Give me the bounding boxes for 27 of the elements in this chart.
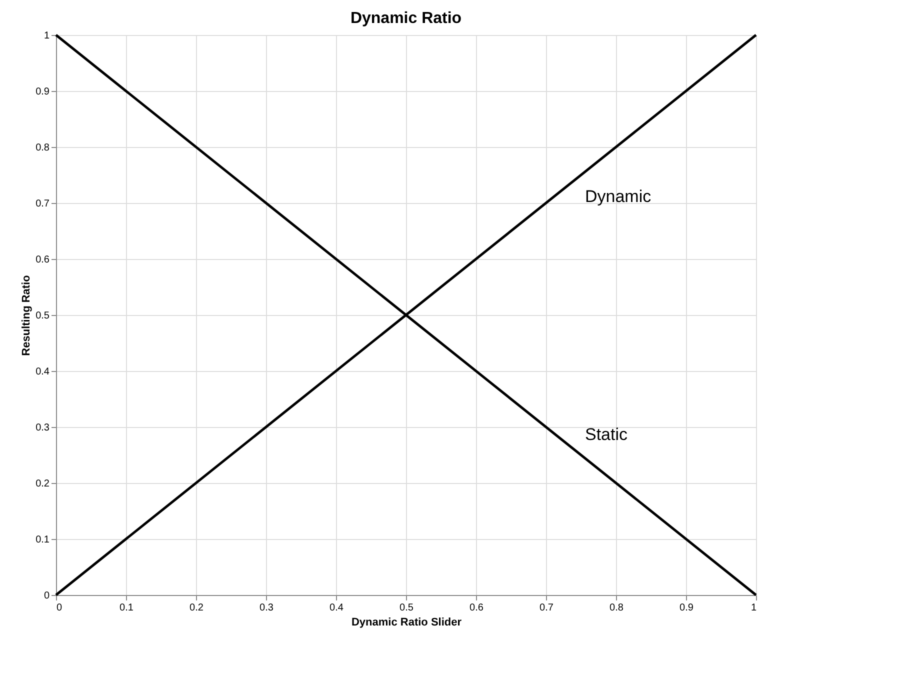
series-label: Dynamic	[585, 187, 652, 206]
x-axis-title: Dynamic Ratio Slider	[351, 616, 462, 628]
y-tick-label: 0.2	[36, 478, 50, 490]
x-tick-label: 0.6	[470, 602, 484, 614]
y-tick-label: 0.1	[36, 534, 50, 546]
y-tick-label: 1	[44, 30, 50, 42]
y-tick-label: 0.5	[36, 310, 50, 322]
x-tick-label: 0.9	[680, 602, 694, 614]
y-tick-label: 0	[44, 590, 50, 602]
y-tick-label: 0.6	[36, 254, 50, 266]
series-label: Static	[585, 425, 628, 444]
y-tick-label: 0.9	[36, 86, 50, 98]
x-tick-label: 0.4	[330, 602, 344, 614]
x-tick-label: 0.1	[120, 602, 134, 614]
y-tick-label: 0.7	[36, 198, 50, 210]
y-axis-title: Resulting Ratio	[20, 274, 33, 356]
y-tick-label: 0.3	[36, 422, 50, 434]
x-tick-label: 0.3	[260, 602, 274, 614]
y-tick-label: 0.4	[36, 366, 50, 378]
x-tick-label: 1	[750, 602, 757, 614]
chart-title: Dynamic Ratio	[350, 10, 462, 27]
y-tick-label: 0.8	[36, 142, 50, 154]
x-tick-label: 0.2	[190, 602, 204, 614]
x-tick-label: 0.8	[610, 602, 624, 614]
x-tick-label: 0	[56, 602, 62, 614]
x-tick-label: 0.7	[540, 602, 554, 614]
x-tick-label: 0.5	[400, 602, 414, 614]
